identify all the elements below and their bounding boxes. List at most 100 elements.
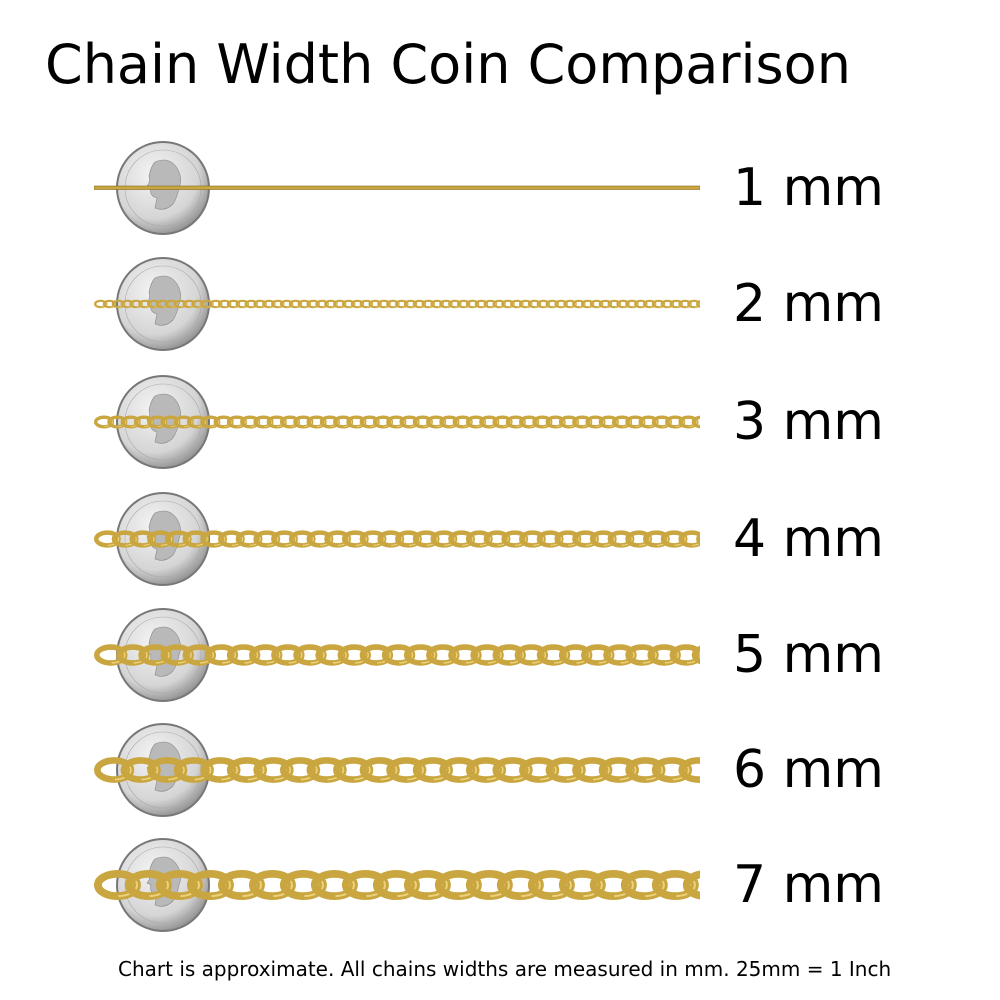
width-label: 6 mm [733, 740, 884, 800]
chain-link [691, 645, 700, 665]
chain-link-highlight [360, 416, 379, 428]
chain-link-highlight [511, 300, 523, 308]
chain-link-highlight [267, 416, 286, 428]
chain-link [678, 530, 700, 548]
chain-link-highlight [480, 416, 499, 428]
chain-link-highlight [519, 300, 532, 308]
chain-link-highlight [546, 300, 559, 308]
chain-link-highlight [227, 300, 240, 308]
chain-link-highlight [502, 300, 514, 308]
chain-link-highlight [440, 416, 459, 428]
chain-link [691, 415, 700, 429]
chain-link-highlight [165, 300, 178, 308]
chain-link-highlight [453, 416, 472, 428]
chain-row-7mm: 7 mm [0, 830, 1000, 940]
chain-link-highlight [440, 300, 452, 308]
chain-link-highlight [627, 646, 657, 664]
chain-link-highlight [214, 416, 233, 428]
chain-link-highlight [281, 416, 299, 428]
chain-link-highlight [644, 532, 669, 546]
width-label: 5 mm [733, 625, 884, 685]
chain-link-highlight [158, 872, 201, 898]
chain-link-highlight [428, 646, 458, 664]
chain-link-highlight [573, 532, 598, 546]
chain-link-highlight [254, 416, 273, 428]
chain-link-highlight [626, 300, 638, 308]
chain-link-highlight [506, 416, 525, 428]
chain-link-highlight [467, 416, 485, 428]
chain-link-highlight [272, 532, 297, 546]
chain-link-highlight [654, 759, 690, 781]
chain-link-highlight [432, 532, 456, 546]
chain-link-highlight [118, 646, 148, 664]
chain-link-highlight [468, 872, 510, 898]
chain-link-highlight [388, 759, 424, 781]
chain-link-highlight [295, 646, 325, 664]
chain-link-highlight [670, 300, 683, 308]
chain-row-5mm: 5 mm [0, 600, 1000, 710]
chain-link-highlight [188, 416, 206, 428]
chain-link-highlight [241, 416, 259, 428]
chain-link-highlight [502, 532, 527, 546]
chain-link-highlight [546, 416, 565, 428]
chain-row-1mm: 1 mm [0, 133, 1000, 243]
width-label: 4 mm [733, 509, 884, 569]
chain-link-highlight [218, 300, 231, 308]
chain-link-highlight [441, 759, 478, 781]
chain-link-highlight [317, 646, 347, 664]
chain-link-highlight [639, 416, 658, 428]
chain-3mm [94, 415, 700, 429]
chain-link-highlight [574, 759, 610, 781]
chain-link-highlight [560, 646, 591, 664]
chain-link-highlight [96, 872, 139, 898]
chain-link-highlight [520, 416, 538, 428]
chain-link-highlight [174, 416, 193, 428]
chain-link-highlight [688, 300, 700, 308]
chain-link-highlight [140, 646, 170, 664]
chain-link-highlight [387, 416, 406, 428]
chain-link-highlight [599, 300, 612, 308]
chain-link-highlight [309, 759, 345, 781]
chain-link-highlight [192, 300, 204, 308]
chain-link-highlight [294, 416, 313, 428]
chain-link-highlight [298, 300, 311, 308]
chain-link [94, 185, 700, 190]
chain-link-highlight [427, 416, 445, 428]
chain-link-highlight [530, 872, 572, 898]
chain-link-highlight [605, 646, 635, 664]
chain-link-highlight [387, 300, 399, 308]
chain-link-highlight [561, 872, 603, 898]
width-label: 1 mm [733, 158, 884, 218]
chain-link-highlight [201, 300, 213, 308]
chain-link-highlight [494, 759, 531, 781]
chain-link-highlight [130, 300, 142, 308]
quarter-coin-icon [116, 723, 210, 817]
chain-link-highlight [139, 300, 151, 308]
width-label: 2 mm [733, 274, 884, 334]
chain-link-highlight [342, 300, 355, 308]
chain-link-highlight [654, 872, 696, 898]
chain-link-highlight [475, 300, 488, 308]
chain-link-highlight [282, 872, 324, 898]
chain-link-highlight [538, 646, 569, 664]
chain-link-highlight [321, 416, 339, 428]
chain-link-highlight [131, 532, 155, 546]
chain-link-highlight [413, 300, 426, 308]
chain-link-highlight [96, 759, 132, 781]
chain-link-highlight [617, 300, 629, 308]
chain-link-highlight [344, 872, 386, 898]
chain-link-highlight [220, 872, 262, 898]
chain-link-highlight [343, 532, 368, 546]
chain-link-highlight [652, 300, 665, 308]
chain-link-highlight [162, 646, 192, 664]
chain-link-highlight [263, 300, 275, 308]
chain-link-highlight [472, 646, 502, 664]
chain-link-highlight [282, 759, 318, 781]
chain-link-highlight [608, 300, 621, 308]
chain-link-highlight [538, 532, 562, 546]
chain-link-highlight [537, 300, 550, 308]
chain-link-highlight [113, 532, 137, 546]
chain-link-highlight [572, 300, 585, 308]
chain-link-highlight [183, 300, 196, 308]
chain-link-highlight [375, 872, 417, 898]
